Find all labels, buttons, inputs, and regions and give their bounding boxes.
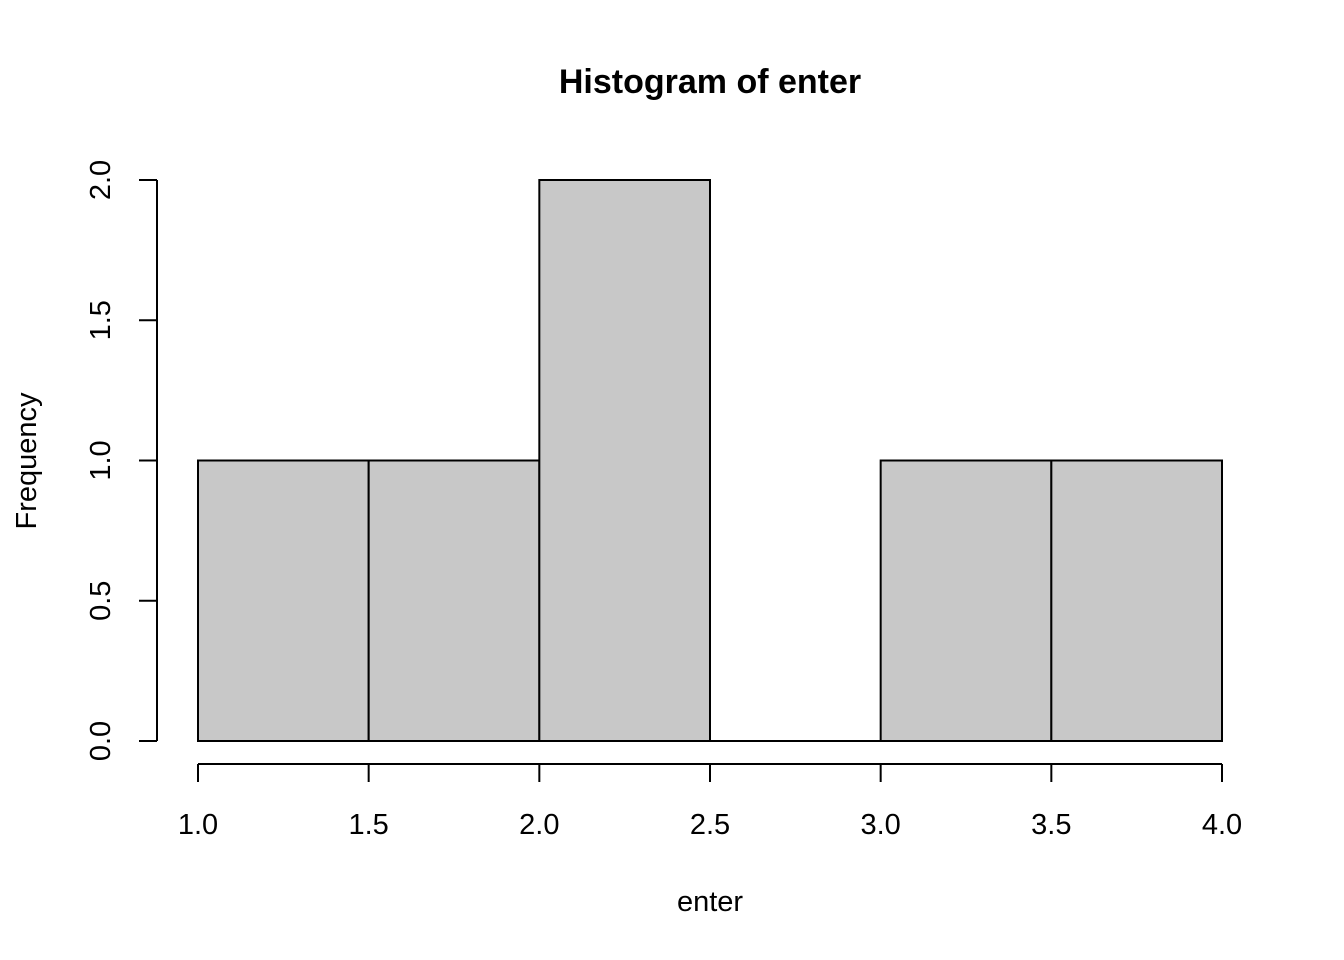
x-tick-label: 3.5 [1031, 809, 1071, 841]
x-axis: 1.0 1.5 2.0 2.5 3.0 3.5 4.0 [178, 763, 1242, 841]
histogram-bar [538, 179, 711, 742]
x-tick-label: 4.0 [1202, 809, 1242, 841]
x-tick-label: 2.5 [690, 809, 730, 841]
x-tick-label: 3.0 [861, 809, 901, 841]
y-tick-label: 1.0 [85, 440, 117, 480]
x-tick-label: 1.5 [349, 809, 389, 841]
histogram-bar [197, 459, 370, 742]
y-tick-label: 1.5 [85, 300, 117, 340]
chart-title: Histogram of enter [559, 63, 861, 101]
x-tick-label: 1.0 [178, 809, 218, 841]
histogram-bar [879, 459, 1053, 742]
x-tick-label: 2.0 [519, 809, 559, 841]
y-tick-label: 2.0 [85, 160, 117, 200]
x-axis-label: enter [677, 886, 743, 918]
histogram-bar [367, 459, 541, 742]
y-axis: 0.0 0.5 1.0 1.5 2.0 [85, 160, 158, 761]
bars-group [197, 179, 1224, 742]
y-tick-label: 0.5 [85, 581, 117, 621]
histogram-bar [1050, 459, 1224, 742]
y-axis-label: Frequency [11, 392, 43, 530]
y-tick-label: 0.0 [85, 721, 117, 761]
